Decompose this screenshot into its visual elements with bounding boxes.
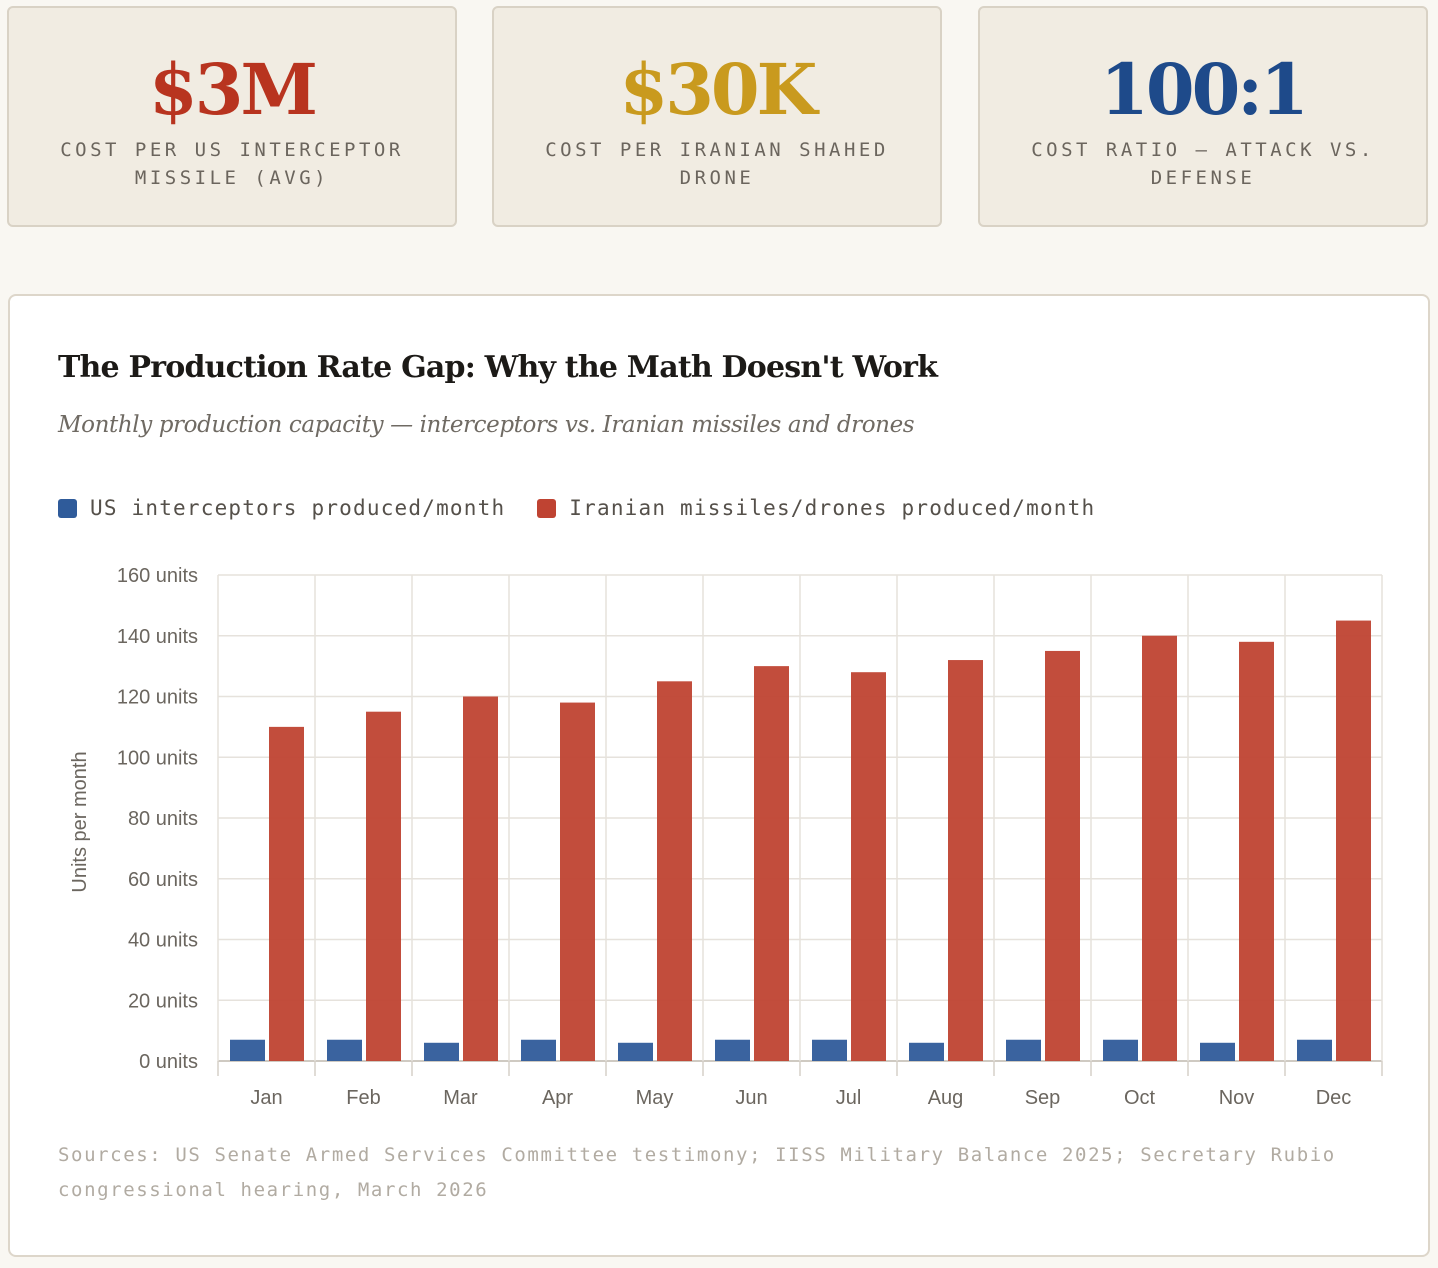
bar-iranian-missiles-jul bbox=[851, 672, 886, 1061]
x-tick-label: Nov bbox=[1219, 1087, 1255, 1109]
bar-iranian-missiles-may bbox=[657, 681, 692, 1061]
bar-iranian-missiles-jun bbox=[754, 666, 789, 1061]
stat-value-drone-cost: $30K bbox=[619, 48, 818, 131]
bar-iranian-missiles-jan bbox=[269, 726, 304, 1061]
y-tick-label: 60 units bbox=[128, 869, 198, 891]
bar-us-interceptors-nov bbox=[1200, 1042, 1235, 1061]
y-tick-label: 80 units bbox=[128, 808, 198, 830]
x-tick-label: Feb bbox=[346, 1087, 380, 1109]
chart-sources: Sources: US Senate Armed Services Commit… bbox=[58, 1144, 1336, 1201]
y-tick-label: 20 units bbox=[128, 990, 198, 1012]
stat-label-cost-ratio: COST RATIO — ATTACK VS. DEFENSE bbox=[1031, 139, 1375, 189]
y-tick-label: 40 units bbox=[128, 930, 198, 952]
bar-us-interceptors-dec bbox=[1297, 1039, 1332, 1061]
bar-iranian-missiles-feb bbox=[366, 711, 401, 1061]
x-tick-label: Dec bbox=[1316, 1087, 1352, 1109]
x-tick-label: Jun bbox=[735, 1087, 767, 1109]
bar-iranian-missiles-aug bbox=[948, 660, 983, 1061]
legend-swatch-us-interceptors bbox=[58, 498, 77, 518]
x-tick-label: Jan bbox=[250, 1087, 282, 1109]
x-tick-label: Jul bbox=[836, 1087, 862, 1109]
legend-label-us-interceptors: US interceptors produced/month bbox=[90, 496, 506, 520]
y-tick-label: 0 units bbox=[139, 1051, 198, 1073]
bar-us-interceptors-aug bbox=[909, 1042, 944, 1061]
bar-iranian-missiles-apr bbox=[560, 702, 595, 1061]
legend-swatch-iranian-missiles bbox=[537, 498, 557, 518]
bar-us-interceptors-sep bbox=[1006, 1039, 1041, 1061]
bar-us-interceptors-feb bbox=[327, 1039, 362, 1061]
bar-iranian-missiles-oct bbox=[1142, 635, 1177, 1061]
x-tick-label: Sep bbox=[1025, 1087, 1061, 1109]
x-tick-label: May bbox=[636, 1087, 674, 1109]
y-tick-label: 100 units bbox=[117, 747, 198, 769]
bar-chart: 0 units 20 units 40 units 60 units 80 units 1… bbox=[69, 565, 1383, 1109]
bar-us-interceptors-jun bbox=[715, 1039, 750, 1061]
chart-card: The Production Rate Gap: Why the Math Do… bbox=[8, 294, 1430, 1257]
bar-us-interceptors-oct bbox=[1103, 1039, 1138, 1061]
bar-us-interceptors-mar bbox=[424, 1042, 459, 1061]
stat-value-interceptor-cost: $3M bbox=[149, 48, 318, 131]
bar-iranian-missiles-nov bbox=[1239, 641, 1274, 1061]
stat-card-cost-ratio: 100:1 COST RATIO — ATTACK VS. DEFENSE bbox=[978, 6, 1428, 227]
bar-us-interceptors-may bbox=[618, 1042, 653, 1061]
bar-iranian-missiles-sep bbox=[1045, 650, 1080, 1061]
stat-card-drone-cost: $30K COST PER IRANIAN SHAHED DRONE bbox=[492, 6, 942, 227]
chart-title: The Production Rate Gap: Why the Math Do… bbox=[58, 350, 938, 385]
x-tick-label: Apr bbox=[542, 1087, 573, 1109]
bar-us-interceptors-jan bbox=[230, 1039, 265, 1061]
x-tick-label: Aug bbox=[928, 1087, 964, 1109]
y-tick-label: 140 units bbox=[117, 626, 198, 648]
bar-us-interceptors-jul bbox=[812, 1039, 847, 1061]
y-tick-label: 160 units bbox=[117, 565, 198, 587]
chart-subtitle: Monthly production capacity — intercepto… bbox=[58, 412, 915, 438]
bar-iranian-missiles-dec bbox=[1336, 620, 1371, 1061]
legend-label-iranian-missiles: Iranian missiles/drones produced/month bbox=[569, 496, 1096, 520]
x-tick-label: Mar bbox=[443, 1087, 478, 1109]
chart-legend: US interceptors produced/month Iranian m… bbox=[58, 496, 1127, 520]
legend-item-iranian-missiles[interactable]: Iranian missiles/drones produced/month bbox=[537, 496, 1095, 520]
y-tick-label: 120 units bbox=[117, 687, 198, 709]
stat-label-drone-cost: COST PER IRANIAN SHAHED DRONE bbox=[545, 139, 889, 189]
legend-item-us-interceptors[interactable]: US interceptors produced/month bbox=[58, 496, 505, 520]
stat-label-interceptor-cost: COST PER US INTERCEPTOR MISSILE (AVG) bbox=[60, 139, 404, 189]
bar-us-interceptors-apr bbox=[521, 1039, 556, 1061]
stat-value-cost-ratio: 100:1 bbox=[1100, 48, 1309, 131]
y-axis-title: Units per month bbox=[69, 751, 91, 892]
bar-iranian-missiles-mar bbox=[463, 696, 498, 1061]
x-tick-label: Oct bbox=[1124, 1087, 1156, 1109]
stat-card-interceptor-cost: $3M COST PER US INTERCEPTOR MISSILE (AVG… bbox=[7, 6, 457, 227]
